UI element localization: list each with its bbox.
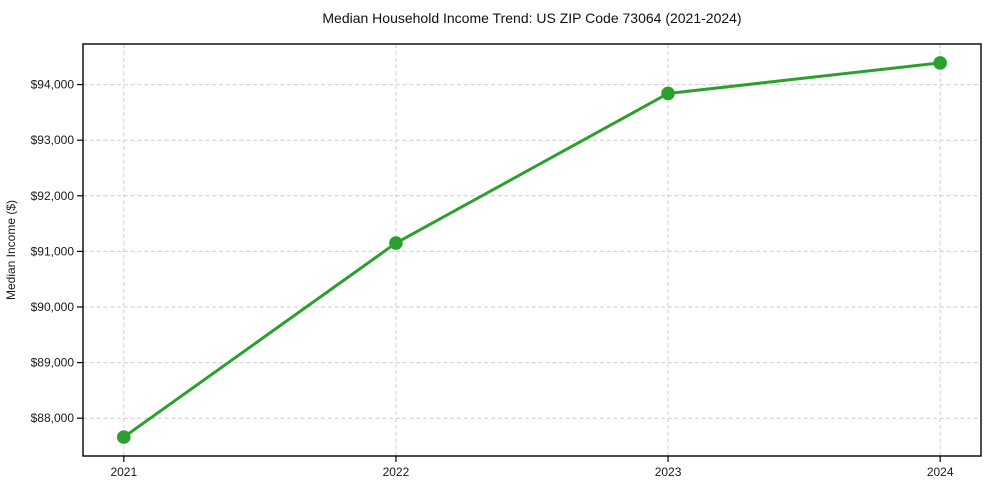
y-tick-label: $90,000 [31, 300, 75, 314]
x-tick-label: 2021 [110, 465, 137, 479]
y-tick-label: $93,000 [31, 133, 75, 147]
y-tick-label: $94,000 [31, 78, 75, 92]
y-tick-label: $88,000 [31, 411, 75, 425]
data-point-2023 [661, 86, 675, 101]
plot-border [82, 43, 982, 457]
y-tick-label: $91,000 [31, 244, 75, 258]
y-axis-label: Median Income ($) [4, 200, 18, 300]
x-tick-label: 2022 [383, 465, 410, 479]
y-tick-label: $92,000 [31, 189, 75, 203]
data-point-2024 [933, 56, 947, 70]
x-tick-label: 2023 [655, 465, 682, 479]
data-point-2021 [117, 430, 131, 444]
chart-title: Median Household Income Trend: US ZIP Co… [322, 10, 742, 26]
data-point-2022 [389, 236, 403, 250]
y-tick-label: $89,000 [31, 356, 75, 370]
x-tick-label: 2024 [927, 465, 954, 479]
trend-line [122, 61, 942, 439]
